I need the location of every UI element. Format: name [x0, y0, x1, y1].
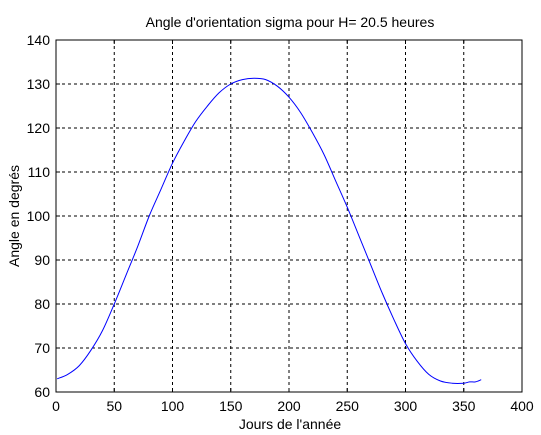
series-line: [56, 77, 482, 384]
y-axis-label: Angle en degrés: [6, 165, 22, 267]
x-tick-label: 250: [336, 398, 360, 414]
x-tick-label: 150: [219, 398, 243, 414]
y-tick-label: 130: [27, 76, 51, 92]
x-tick-label: 300: [394, 398, 418, 414]
y-tick-label: 110: [28, 164, 51, 180]
y-tick-label: 100: [27, 208, 51, 224]
y-tick-label: 70: [34, 340, 50, 356]
x-tick-label: 400: [510, 398, 534, 414]
y-tick-label: 80: [34, 296, 50, 312]
y-tick-label: 120: [27, 120, 51, 136]
x-tick-label: 50: [106, 398, 122, 414]
chart-title: Angle d'orientation sigma pour H= 20.5 h…: [146, 14, 435, 30]
x-tick-label: 200: [277, 398, 301, 414]
x-tick-label: 0: [52, 398, 60, 414]
plot-lines: [56, 77, 482, 384]
x-tick-label: 350: [452, 398, 476, 414]
x-axis: 0 50 100 150 200 250 300 350 400: [52, 40, 534, 414]
y-axis: 60 70 80 90 100 110 120 130 140: [27, 32, 522, 400]
y-tick-label: 60: [34, 384, 50, 400]
y-tick-label: 140: [27, 32, 51, 48]
x-tick-label: 100: [161, 398, 185, 414]
y-tick-label: 90: [34, 252, 50, 268]
grid: [56, 40, 522, 392]
x-axis-label: Jours de l'année: [239, 416, 342, 432]
